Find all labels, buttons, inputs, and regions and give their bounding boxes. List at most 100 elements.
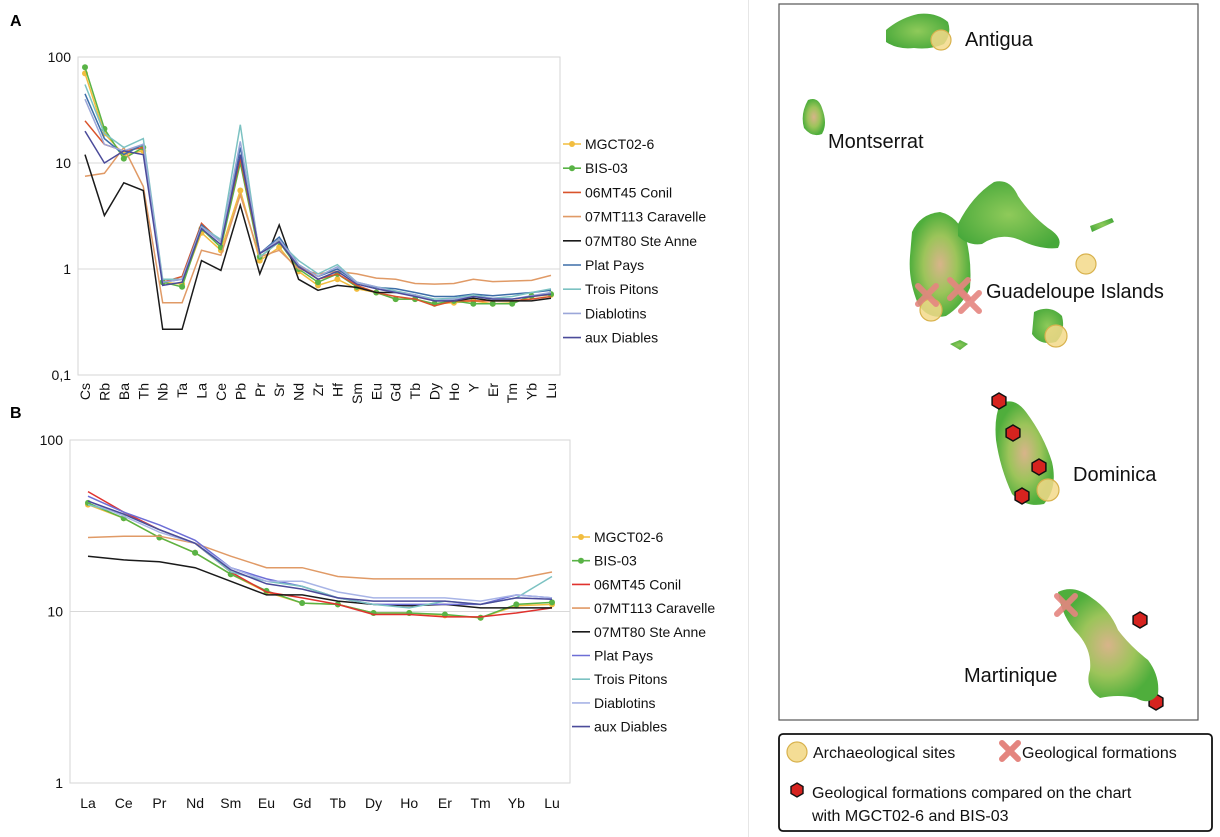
compared-formation-marker [1031, 458, 1047, 476]
y-tick-label: 10 [55, 155, 71, 171]
y-tick-label: 1 [63, 261, 71, 277]
legend-label: Plat Pays [594, 648, 653, 664]
x-tick-label: Lu [544, 795, 560, 811]
legend-label: Diablotins [585, 305, 646, 321]
legend-label: Plat Pays [585, 257, 644, 273]
chart-a-legend: MGCT02-6 BIS-03 06MT45 Conil 07MT113 Carave… [563, 136, 706, 346]
chart-b-grid [70, 439, 570, 784]
island-martinique-shape [1058, 589, 1159, 702]
compared-formation-marker [1132, 611, 1148, 629]
chart-b-plot-area [69, 439, 571, 784]
x-tick-label: Th [135, 383, 151, 399]
x-tick-label: Eu [258, 795, 275, 811]
chart-b-legend: MGCT02-6 BIS-03 06MT45 Conil 07MT113 Carave… [572, 529, 715, 735]
data-point [477, 614, 484, 621]
legend-label: aux Diables [594, 719, 667, 735]
compared-formation-marker [1014, 487, 1030, 505]
legend-label: 07MT80 Ste Anne [585, 233, 697, 249]
series-line-3 [87, 535, 553, 580]
data-point [441, 611, 448, 618]
legend-site-symbol [786, 741, 808, 763]
chart-a: 0,1 1 10 100 Cs Rb Ba Th Nb Ta La Ce Pb Pr Sr Nd Zr Hf Sm… [48, 49, 707, 404]
x-tick-label: Yb [508, 795, 525, 811]
legend-label: 06MT45 Conil [585, 184, 672, 200]
x-tick-label: Y [465, 382, 481, 392]
series-line-5 [87, 495, 553, 606]
compared-formations-dominica [991, 392, 1164, 711]
series-line-5 [84, 93, 552, 298]
chart-a-x-ticks: Cs Rb Ba Th Nb Ta La Ce Pb Pr Sr Nd Zr Hf Sm Eu Gd Tb Dy Ho… [77, 382, 559, 404]
legend-marker [569, 141, 575, 147]
x-tick-label: Gd [293, 795, 312, 811]
x-tick-label: Pr [252, 383, 268, 397]
island-label-guadeloupe: Guadeloupe Islands [986, 281, 1164, 303]
x-tick-label: Tm [504, 383, 520, 403]
chart-b-x-ticks: La Ce Pr Nd Sm Eu Gd Tb Dy Ho Er Tm Yb Lu [80, 795, 560, 811]
x-tick-label: Er [485, 383, 501, 397]
legend-label: 07MT80 Ste Anne [594, 624, 706, 640]
x-tick-label: Hf [329, 383, 345, 397]
chart-a-plot-area [77, 56, 561, 376]
island-grande-terre-shape [958, 181, 1060, 249]
x-tick-label: Cs [77, 383, 93, 400]
legend-marker [578, 557, 584, 564]
series-line-4 [84, 154, 552, 331]
data-point [315, 279, 321, 286]
island-montserrat-shape [802, 99, 825, 136]
data-point [549, 599, 555, 606]
series-line-8 [87, 500, 553, 606]
panel-b-letter: B [10, 405, 22, 422]
data-point [334, 276, 341, 283]
island-saintes-shape [950, 340, 968, 350]
series-line-8 [84, 130, 552, 302]
data-point [299, 600, 306, 607]
legend-label: aux Diables [585, 330, 658, 346]
data-point [192, 549, 199, 556]
data-point [120, 155, 127, 162]
x-tick-label: Sm [349, 383, 365, 404]
data-point [470, 300, 477, 307]
x-tick-label: Ta [174, 383, 190, 398]
y-tick-label: 100 [48, 49, 72, 65]
legend-marker [578, 534, 584, 540]
legend-label: 07MT113 Caravelle [594, 600, 715, 616]
island-label-martinique: Martinique [964, 665, 1057, 687]
island-label-antigua: Antigua [965, 29, 1034, 51]
legend-label: BIS-03 [594, 553, 637, 569]
y-tick-label: 100 [40, 432, 64, 448]
chart-b-y-ticks: 1 10 100 [40, 432, 64, 791]
site-marker-dominica [1036, 478, 1060, 502]
map-panel: Antigua Montserrat Guadeloupe Islands Do… [778, 3, 1199, 721]
y-tick-label: 10 [47, 604, 63, 620]
legend-compared-label-line2: with MGCT02-6 and BIS-03 [811, 808, 1009, 825]
legend-label: Trois Pitons [594, 671, 667, 687]
data-point [82, 64, 88, 71]
legend-label: BIS-03 [585, 160, 628, 176]
y-tick-label: 0,1 [52, 367, 72, 383]
x-tick-label: Tb [407, 383, 423, 400]
x-tick-label: La [194, 383, 210, 399]
x-tick-label: Ho [400, 795, 418, 811]
data-point [237, 187, 244, 194]
compared-formation-marker [991, 392, 1007, 410]
legend-label: 07MT113 Caravelle [585, 209, 706, 225]
x-tick-label: Pb [232, 383, 248, 400]
x-tick-label: Nb [155, 383, 171, 401]
chart-b: 1 10 100 La Ce Pr Nd Sm Eu Gd Tb Dy Ho Er Tm Yb Lu MGCT… [40, 432, 716, 811]
legend-geological-label: Geological formations [1022, 745, 1177, 762]
site-marker-marie-galante [1044, 324, 1068, 348]
x-tick-label: Pr [152, 795, 166, 811]
island-label-montserrat: Montserrat [828, 131, 924, 153]
x-tick-label: Lu [543, 383, 559, 399]
map-frame [778, 3, 1199, 721]
x-tick-label: Sm [220, 795, 241, 811]
x-tick-label: Dy [427, 383, 443, 400]
x-tick-label: Ce [115, 795, 133, 811]
legend-compared-label-line1: Geological formations compared on the ch… [812, 785, 1132, 802]
series-line-6 [87, 503, 553, 609]
chart-b-series [85, 490, 555, 621]
x-tick-label: Ho [446, 383, 462, 401]
series-line-4 [87, 555, 552, 609]
x-tick-label: Sr [271, 383, 287, 397]
geological-cross-martinique [1054, 593, 1078, 617]
